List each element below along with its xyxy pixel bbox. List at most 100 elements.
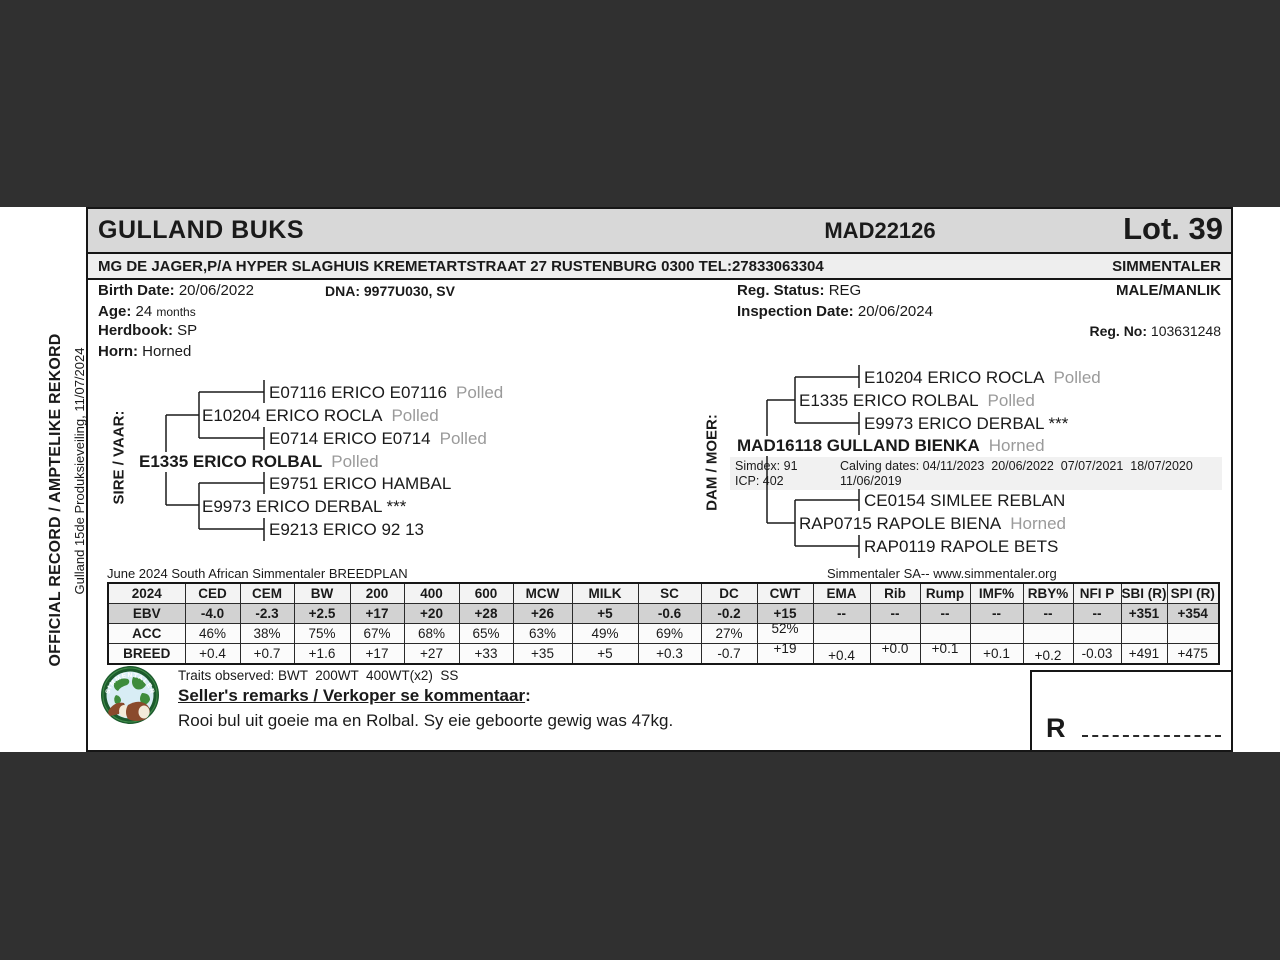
breedplan-row-label: ACC <box>107 623 186 644</box>
breedplan-ebv-value: -- <box>1022 603 1074 624</box>
breedplan-col-header: 400 <box>403 582 460 604</box>
official-record-side-text: OFFICIAL RECORD / AMPTELIKE REKORD <box>47 333 64 667</box>
breedplan-ebv-value: -0.6 <box>637 603 702 624</box>
breedplan-col-header: MCW <box>512 582 573 604</box>
breedplan-ebv-value: -- <box>969 603 1024 624</box>
owner-contact: MG DE JAGER,P/A HYPER SLAGHUIS KREMETART… <box>98 257 824 275</box>
breedplan-breed-value: +5 <box>571 643 639 665</box>
breedplan-breed-value: +27 <box>403 643 460 665</box>
breedplan-ebv-value: -- <box>1072 603 1122 624</box>
breedplan-col-header: 600 <box>458 582 514 604</box>
breedplan-breed-value: +1.6 <box>293 643 351 665</box>
breedplan-col-header: Rib <box>869 582 921 604</box>
reg-no-field: Reg. No: 103631248 <box>1089 323 1221 339</box>
lot-number: Lot. 39 <box>1123 211 1223 246</box>
breedplan-col-header: IMF% <box>969 582 1024 604</box>
price-blank-line <box>1082 735 1221 737</box>
herdbook-field: Herdbook: SP <box>98 322 198 339</box>
simmentaler-logo-icon: SIMMENTALER <box>101 666 159 724</box>
breedplan-col-header: BW <box>293 582 351 604</box>
sire-tree-label: SIRE / VAAR: <box>110 410 128 505</box>
breedplan-acc-value: 65% <box>458 623 514 644</box>
dna-field: DNA: 9977U030, SV <box>325 283 455 299</box>
sire-grandparent-node: E07116 ERICO E07116 Polled <box>269 383 504 402</box>
seller-remarks-text: Rooi bul uit goeie ma en Rolbal. Sy eie … <box>178 711 674 730</box>
breedplan-acc-value <box>812 623 871 644</box>
sire-parent-node: E10204 ERICO ROCLA Polled <box>202 406 439 425</box>
breedplan-breed-value: +0.1 <box>969 643 1024 665</box>
breedplan-ebv-value: -0.2 <box>700 603 758 624</box>
sire-root-node: E1335 ERICO ROLBAL Polled <box>139 452 383 472</box>
breedplan-acc-value: 27% <box>700 623 758 644</box>
breedplan-acc-value <box>919 623 971 644</box>
breedplan-acc-value <box>1072 623 1122 644</box>
breedplan-col-header: MILK <box>571 582 639 604</box>
breedplan-col-header: CEM <box>239 582 295 604</box>
breedplan-acc-value: 75% <box>293 623 351 644</box>
sire-grandparent-node: E9213 ERICO 92 13 <box>269 520 424 539</box>
sire-grandparent-node: E0714 ERICO E0714 Polled <box>269 429 487 448</box>
dam-simdex: Simdex: 91 <box>735 459 798 473</box>
breedplan-breed-value: -0.7 <box>700 643 758 665</box>
age-field: Age: 24 months <box>98 303 196 320</box>
sire-parent-node: E9973 ERICO DERBAL *** <box>202 497 407 516</box>
breedplan-acc-value: 69% <box>637 623 702 644</box>
breedplan-breed-value: +33 <box>458 643 514 665</box>
breedplan-acc-value: 52% <box>756 623 814 644</box>
dam-grandparent-node: E10204 ERICO ROCLA Polled <box>864 368 1101 387</box>
breedplan-col-header: SBI (R) <box>1120 582 1168 604</box>
breedplan-acc-value: 68% <box>403 623 460 644</box>
traits-observed: Traits observed: BWT 200WT 400WT(x2) SS <box>178 668 459 683</box>
breedplan-ebv-value: -- <box>869 603 921 624</box>
price-currency-label: R <box>1046 713 1066 743</box>
breedplan-col-header: 2024 <box>107 582 186 604</box>
seller-remarks-heading: Seller's remarks / Verkoper se kommentaa… <box>178 686 531 705</box>
breedplan-right-caption: Simmentaler SA-- www.simmentaler.org <box>827 566 1057 581</box>
breedplan-acc-value: 63% <box>512 623 573 644</box>
breedplan-row-label: BREED <box>107 643 186 665</box>
breedplan-ebv-value: -4.0 <box>184 603 241 624</box>
dam-grandparent-node: RAP0119 RAPOLE BETS <box>864 537 1059 556</box>
breedplan-acc-value: 38% <box>239 623 295 644</box>
breedplan-breed-value: +491 <box>1120 643 1168 665</box>
breedplan-acc-value: 67% <box>349 623 405 644</box>
reg-status-field: Reg. Status: REG <box>737 282 862 299</box>
dam-tree-connectors <box>766 365 860 558</box>
inspection-date-field: Inspection Date: 20/06/2024 <box>737 303 933 320</box>
breedplan-ebv-value: +351 <box>1120 603 1168 624</box>
dam-parent-node: RAP0715 RAPOLE BIENA Horned <box>799 514 1066 533</box>
simmentaler-logo: SIMMENTALER <box>100 665 160 730</box>
dam-calving-dates: Calving dates: 04/11/2023 20/06/2022 07/… <box>840 459 1193 473</box>
breedplan-table-wrap: 2024 CED CEM BW 200 400 600 MCW MILK SC DC CWT EMA Ri… <box>107 582 1220 665</box>
breedplan-ebv-value: +26 <box>512 603 573 624</box>
dam-icp: ICP: 402 <box>735 474 784 488</box>
breedplan-breed-value: +0.1 <box>919 643 971 665</box>
breedplan-ebv-value: +2.5 <box>293 603 351 624</box>
animal-id: MAD22126 <box>824 218 936 243</box>
dam-grandparent-node: CE0154 SIMLEE REBLAN <box>864 491 1066 510</box>
dam-root-node: MAD16118 GULLAND BIENKA Horned <box>737 436 1049 456</box>
breedplan-table: 2024 CED CEM BW 200 400 600 MCW MILK SC DC CWT EMA Ri… <box>107 582 1220 665</box>
breedplan-breed-value: +35 <box>512 643 573 665</box>
breedplan-row-label: EBV <box>107 603 186 624</box>
breedplan-acc-value <box>869 623 921 644</box>
breedplan-acc-value: 49% <box>571 623 639 644</box>
horn-field: Horn: Horned <box>98 343 192 360</box>
breedplan-col-header: CED <box>184 582 241 604</box>
breedplan-col-header: SC <box>637 582 702 604</box>
breedplan-col-header: EMA <box>812 582 871 604</box>
breedplan-acc-value <box>969 623 1024 644</box>
breedplan-col-header: DC <box>700 582 758 604</box>
birth-date-field: Birth Date: 20/06/2022 <box>98 282 254 299</box>
breedplan-col-header: SPI (R) <box>1166 582 1220 604</box>
breedplan-ebv-value: +20 <box>403 603 460 624</box>
breedplan-col-header: 200 <box>349 582 405 604</box>
breedplan-breed-value: +475 <box>1166 643 1220 665</box>
breedplan-acc-value <box>1120 623 1168 644</box>
breed-name: SIMMENTALER <box>1112 257 1221 275</box>
breedplan-ebv-value: -2.3 <box>239 603 295 624</box>
breedplan-col-header: NFI P <box>1072 582 1122 604</box>
dam-calving-dates-extra: 11/06/2019 <box>840 474 902 488</box>
owner-bar: MG DE JAGER,P/A HYPER SLAGHUIS KREMETART… <box>88 254 1231 280</box>
breedplan-ebv-value: +17 <box>349 603 405 624</box>
